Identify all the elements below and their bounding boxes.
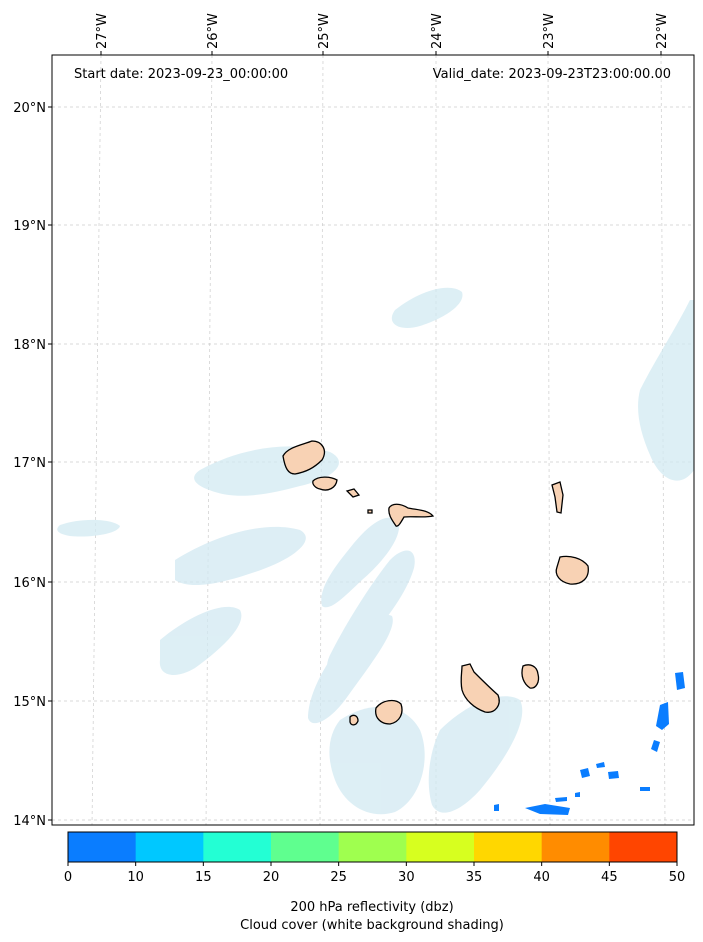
reflectivity-patch-east-3 (651, 740, 660, 752)
cloud-west-wisp (57, 519, 120, 537)
colorbar-swatch (135, 832, 204, 862)
reflectivity-patch-east-1 (675, 672, 685, 690)
colorbar-swatch (68, 832, 137, 862)
lat-tick-label: 15°N (13, 695, 46, 710)
cloud-streak-central (321, 517, 400, 608)
lon-tick-label: 25°W (317, 13, 332, 49)
cloud-east-wisp (638, 300, 694, 481)
cloud-streak-long (308, 614, 393, 724)
valid-date-label: Valid_date: 2023-09-23T23:00:00.00 (433, 67, 671, 82)
reflectivity-patches (494, 672, 685, 815)
colorbar-swatch (541, 832, 610, 862)
colorbar-tick-label: 50 (669, 870, 686, 885)
reflectivity-patch-south-2 (608, 771, 619, 779)
reflectivity-patch-south-1 (580, 768, 590, 778)
lat-tick-label: 14°N (13, 814, 46, 829)
colorbar-ticks: 0 10 15 20 25 30 35 40 45 50 (64, 862, 685, 885)
lat-tick-label: 16°N (13, 576, 46, 591)
cloud-southwest (159, 606, 242, 675)
islands (282, 440, 589, 726)
latitude-axis: 20°N 19°N 18°N 17°N 16°N 15°N 14°N (13, 101, 52, 829)
reflectivity-patch-south-7 (640, 787, 650, 791)
gridlines (52, 54, 694, 826)
reflectivity-patch-south-3 (596, 762, 605, 768)
colorbar-tick-label: 10 (127, 870, 144, 885)
colorbar-label-line2: Cloud cover (white background shading) (240, 918, 504, 933)
lon-tick-label: 22°W (655, 13, 670, 49)
start-date-label: Start date: 2023-09-23_00:00:00 (74, 67, 288, 82)
island-branco (367, 509, 373, 514)
longitude-axis: 27°W 26°W 25°W 24°W 23°W 22°W (95, 13, 670, 55)
colorbar-tick-label: 30 (398, 870, 415, 885)
colorbar-tick-label: 15 (195, 870, 212, 885)
lon-tick-label: 24°W (430, 13, 445, 49)
map-panel (51, 54, 695, 826)
island-sao-vicente (312, 476, 338, 491)
island-fogo (375, 699, 403, 725)
lat-tick-label: 18°N (13, 338, 46, 353)
island-santo-antao (282, 440, 326, 475)
colorbar-swatch (203, 832, 272, 862)
colorbar-swatch (271, 832, 340, 862)
lon-tick-label: 27°W (95, 13, 110, 49)
island-maio (521, 664, 540, 689)
cloud-south-blob (329, 706, 425, 815)
reflectivity-patch-south-8 (575, 792, 580, 797)
colorbar-tick-label: 35 (466, 870, 483, 885)
colorbar-swatch (338, 832, 407, 862)
reflectivity-patch-south-6 (494, 804, 499, 811)
lon-tick-label: 26°W (206, 13, 221, 49)
island-santa-luzia (345, 488, 361, 498)
colorbar-swatches (68, 832, 678, 862)
colorbar-tick-label: 0 (64, 870, 72, 885)
colorbar-swatch (474, 832, 543, 862)
island-santiago (460, 663, 500, 713)
colorbar-tick-label: 45 (601, 870, 618, 885)
colorbar-tick-label: 40 (533, 870, 550, 885)
lat-tick-label: 20°N (13, 101, 46, 116)
cloud-southeast-streak (428, 696, 523, 813)
colorbar-tick-label: 25 (330, 870, 347, 885)
reflectivity-patch-south-5 (555, 797, 567, 802)
map-frame-border (51, 54, 695, 826)
colorbar-tick-label: 20 (263, 870, 280, 885)
island-sao-nicolau (388, 503, 435, 527)
lat-tick-label: 17°N (13, 456, 46, 471)
island-boa-vista (555, 555, 589, 585)
colorbar-border (67, 831, 678, 863)
island-sal (551, 481, 564, 514)
cloud-north-wisp (391, 287, 463, 329)
cloud-band-west (175, 526, 306, 586)
lon-tick-label: 23°W (542, 13, 557, 49)
colorbar-swatch (609, 832, 678, 862)
colorbar: 0 10 15 20 25 30 35 40 45 50 200 hPa reflectivity… (64, 831, 685, 933)
map-background (52, 55, 694, 825)
colorbar-label-line1: 200 hPa reflectivity (dbz) (290, 900, 453, 915)
colorbar-swatch (406, 832, 475, 862)
island-brava (349, 714, 359, 726)
lat-tick-label: 19°N (13, 219, 46, 234)
reflectivity-patch-south-4 (525, 804, 570, 815)
reflectivity-patch-east-2 (656, 702, 669, 730)
